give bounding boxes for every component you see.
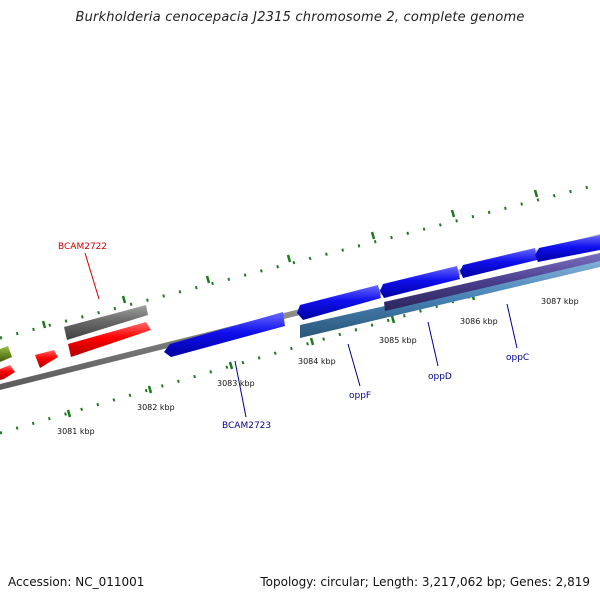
gene-red-left[interactable]	[0, 365, 15, 380]
scale-labels: 3081 kbp 3082 kbp 3083 kbp 3084 kbp 3085…	[57, 297, 579, 436]
gene-features	[0, 235, 600, 380]
scale-label: 3081 kbp	[57, 427, 95, 436]
genome-stats-text: Topology: circular; Length: 3,217,062 bp…	[260, 575, 590, 589]
scale-label: 3085 kbp	[379, 336, 417, 345]
scale-label: 3083 kbp	[217, 379, 255, 388]
gene-oppD[interactable]	[380, 266, 460, 298]
gene-olive[interactable]	[0, 346, 12, 362]
gene-red-small[interactable]	[35, 350, 58, 368]
scale-label: 3084 kbp	[298, 357, 336, 366]
gene-label-oppF: oppF	[349, 391, 371, 401]
gene-bcam2723[interactable]	[164, 312, 285, 357]
scale-label: 3086 kbp	[460, 317, 498, 326]
major-ticks	[41, 189, 557, 418]
gene-label-oppC: oppC	[506, 353, 529, 363]
scale-label: 3087 kbp	[541, 297, 579, 306]
accession-text: Accession: NC_011001	[8, 575, 145, 589]
gene-label-bcam2722: BCAM2722	[58, 242, 107, 252]
gene-label-oppD: oppD	[428, 372, 452, 382]
scale-label: 3082 kbp	[137, 403, 175, 412]
map-title: Burkholderia cenocepacia J2315 chromosom…	[75, 10, 525, 25]
gene-purple-band[interactable]	[384, 253, 600, 311]
gene-oppF[interactable]	[297, 285, 381, 320]
gene-right-blue[interactable]	[535, 235, 600, 262]
gene-bcam2722-red[interactable]	[68, 322, 151, 357]
label-leaders	[84, 252, 518, 418]
gene-label-bcam2723: BCAM2723	[222, 421, 271, 431]
gene-oppC[interactable]	[460, 248, 537, 278]
gene-labels: BCAM2722 BCAM2723 oppF oppD oppC	[58, 242, 529, 431]
gene-bcam2722-gray[interactable]	[64, 305, 148, 340]
